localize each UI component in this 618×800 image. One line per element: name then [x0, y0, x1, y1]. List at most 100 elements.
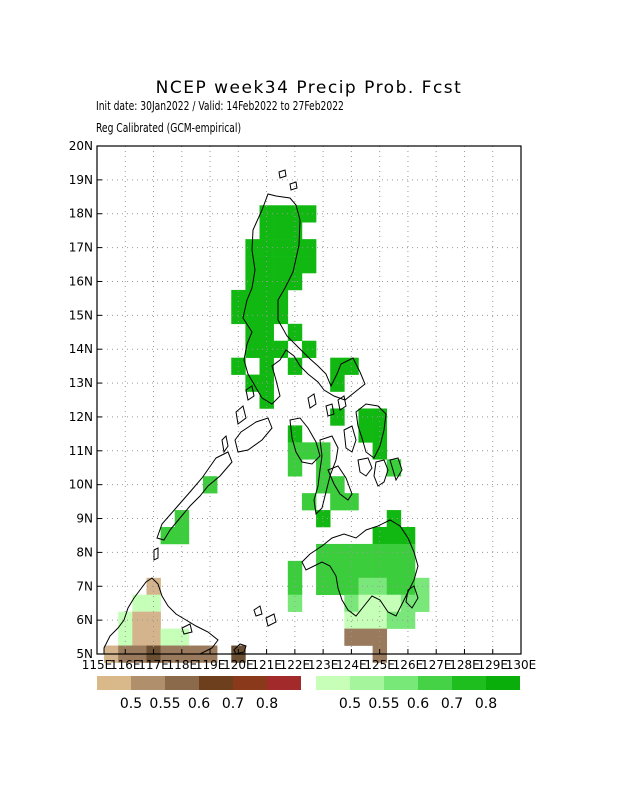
lon-tick-label: 119E [195, 658, 226, 672]
probability-cell [287, 425, 303, 443]
probability-cell [273, 289, 289, 308]
probability-cell [358, 543, 373, 562]
probability-cell [330, 357, 345, 375]
lat-tick-label: 6N [76, 613, 93, 627]
probability-cell [330, 493, 345, 511]
lon-tick-label: 115E [82, 658, 113, 672]
dry-legend-label: 0.5 [120, 696, 142, 712]
lat-tick-label: 16N [69, 274, 93, 288]
lat-tick-label: 14N [69, 342, 93, 356]
wet-legend-swatch [452, 676, 486, 690]
dry-legend-swatch [267, 676, 301, 690]
wet-legend-label: 0.8 [475, 696, 497, 712]
probability-cell [273, 239, 289, 257]
probability-cell [400, 611, 416, 629]
dry-legend-label: 0.8 [256, 696, 278, 712]
calibration-label: Reg Calibrated (GCM-empirical) [96, 121, 242, 135]
grid-lines [97, 146, 521, 654]
wet-legend-swatch [350, 676, 384, 690]
dry-legend-swatch [131, 676, 165, 690]
lon-tick-label: 118E [167, 658, 198, 672]
wet-legend-swatch [486, 676, 520, 690]
probability-cell [386, 543, 402, 562]
lat-tick-label: 13N [69, 376, 93, 390]
probability-cell [372, 425, 388, 443]
probability-cell [287, 459, 303, 477]
probability-cell [146, 594, 161, 612]
wet-legend-label: 0.55 [368, 696, 399, 712]
lat-tick-label: 12N [69, 410, 93, 424]
probability-cell [287, 323, 303, 342]
probability-cell [316, 510, 331, 528]
probability-cell [358, 611, 373, 629]
probability-cell [400, 560, 416, 579]
probability-cell [372, 628, 388, 646]
lon-tick-label: 123E [308, 658, 339, 672]
probability-cell [386, 527, 402, 545]
probability-cell [132, 594, 147, 612]
probability-cell [301, 256, 317, 274]
probability-cell [203, 476, 218, 494]
wet-legend-swatch [418, 676, 452, 690]
probability-cell [231, 306, 246, 325]
probability-cell [245, 256, 260, 274]
probability-cell [386, 459, 402, 477]
dry-legend-swatch [165, 676, 199, 690]
probability-cell [358, 577, 373, 596]
lon-tick-label: 127E [421, 658, 452, 672]
lon-tick-label: 126E [393, 658, 424, 672]
probability-cell [273, 340, 289, 358]
probability-cell [344, 594, 359, 612]
color-legend: 0.5 0.55 0.6 0.7 0.8 0.5 0.55 0.6 0.7 0.8 [97, 676, 520, 712]
probability-cell [400, 543, 416, 562]
probability-cell [160, 527, 176, 545]
init-valid-dates: Init date: 30Jan2022 / Valid: 14Feb2022 … [96, 99, 344, 113]
coastline [103, 169, 419, 655]
lat-tick-label: 7N [76, 579, 93, 593]
lon-tick-label: 124E [336, 658, 367, 672]
lat-tick-label: 18N [69, 207, 93, 221]
probability-cell [287, 205, 303, 223]
wet-legend-label: 0.7 [441, 696, 463, 712]
wet-legend-swatch [316, 676, 350, 690]
probability-cell [287, 222, 303, 240]
probability-cell [132, 628, 147, 646]
probability-cell [273, 222, 289, 240]
axis-ticks: 115E116E117E118E119E120E121E122E123E124E… [69, 139, 537, 672]
probability-cell [259, 205, 274, 223]
probability-cell [372, 527, 388, 545]
probability-cell [259, 239, 274, 257]
probability-cell [160, 628, 176, 646]
probability-cell [386, 594, 402, 612]
probability-cell [358, 408, 373, 426]
probability-cell [344, 628, 359, 646]
probability-cell [174, 628, 190, 646]
probability-cell [259, 306, 274, 325]
lat-tick-label: 10N [69, 478, 93, 492]
probability-cell [386, 560, 402, 579]
probability-cell [372, 408, 388, 426]
probability-cell [372, 611, 388, 629]
lat-tick-label: 9N [76, 512, 93, 526]
probability-cell [386, 510, 402, 528]
probability-cell [372, 594, 388, 612]
probability-cell [259, 391, 274, 409]
probability-cell [146, 611, 161, 629]
probability-cell [386, 611, 402, 629]
probability-cell [301, 442, 317, 460]
probability-cell [316, 560, 331, 579]
probability-cell [174, 510, 190, 528]
probability-cell [301, 340, 317, 358]
dry-legend-label: 0.55 [149, 696, 180, 712]
probability-cell [287, 594, 303, 612]
probability-cell [301, 239, 317, 257]
lat-tick-label: 17N [69, 241, 93, 255]
probability-cell [259, 256, 274, 274]
probability-cell [273, 273, 289, 291]
probability-cell [287, 442, 303, 460]
lon-tick-label: 117E [138, 658, 169, 672]
probability-cell [259, 289, 274, 308]
lon-tick-label: 122E [280, 658, 311, 672]
probability-cell [372, 543, 388, 562]
probability-cell [316, 543, 331, 562]
